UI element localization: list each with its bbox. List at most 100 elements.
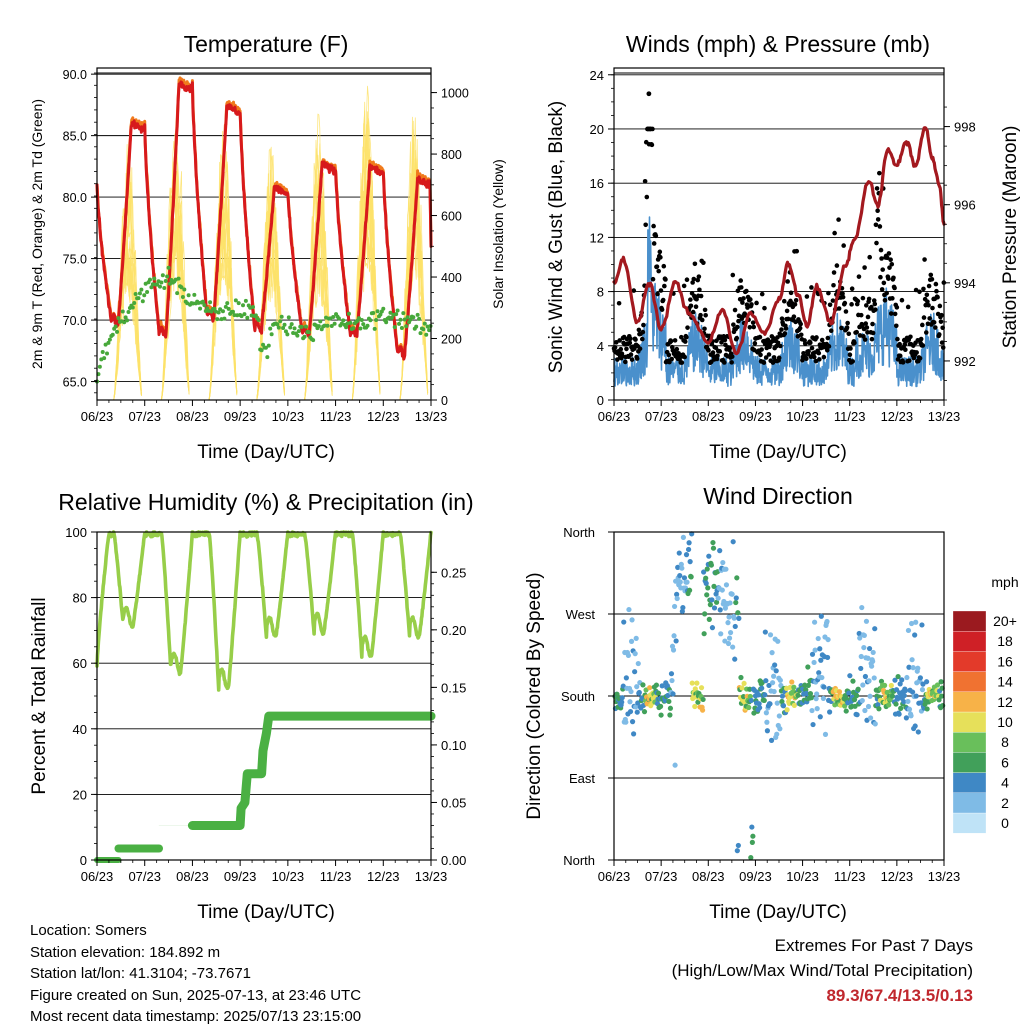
direction-point xyxy=(710,539,716,546)
gust-point xyxy=(927,316,932,321)
winds-panel: Winds (mph) & Pressure (mb) Sonic Wind &… xyxy=(546,31,1021,463)
dewpoint-point xyxy=(372,326,377,331)
gust-point xyxy=(734,335,740,341)
direction-point xyxy=(623,719,629,725)
gust-point xyxy=(903,347,908,353)
humidity-ylabel-left: Percent & Total Rainfall xyxy=(29,597,50,794)
direction-point xyxy=(860,682,866,688)
gust-point xyxy=(650,126,655,132)
humidity-xtick-label: 13/23 xyxy=(415,869,448,884)
gust-point xyxy=(886,276,891,281)
direction-point xyxy=(824,654,831,661)
dewpoint-point xyxy=(120,309,125,314)
direction-point xyxy=(918,700,924,706)
winds-left-ytick-label: 24 xyxy=(590,68,604,83)
dewpoint-point xyxy=(176,276,181,281)
gust-point xyxy=(662,283,667,289)
gust-point xyxy=(930,305,935,311)
gust-point xyxy=(873,222,879,228)
gust-point xyxy=(717,349,723,354)
temperature-xtick-label: 13/23 xyxy=(415,409,448,424)
direction-point xyxy=(822,731,829,737)
temperature-frame xyxy=(96,67,432,401)
dewpoint-point xyxy=(162,286,167,291)
gust-point xyxy=(892,285,897,291)
dewpoint-point xyxy=(405,315,410,320)
gust-point xyxy=(928,272,934,278)
legend-swatch xyxy=(952,812,987,834)
direction-point xyxy=(692,703,698,710)
direction-point xyxy=(791,702,797,708)
dewpoint-point xyxy=(139,287,144,292)
dewpoint-point xyxy=(302,334,307,339)
direction-point xyxy=(748,697,754,704)
direction-point xyxy=(910,665,916,671)
direction-point xyxy=(718,631,724,637)
dewpoint-point xyxy=(253,313,258,318)
direction-point xyxy=(739,685,745,691)
dewpoint-point xyxy=(285,332,290,337)
extremes-values: 89.3/67.4/13.5/0.13 xyxy=(826,986,973,1005)
sonic-wind-line xyxy=(613,216,945,388)
gust-point xyxy=(824,347,830,353)
gust-point xyxy=(819,337,825,343)
gust-point xyxy=(688,297,693,302)
direction-point xyxy=(709,597,715,603)
dewpoint-point xyxy=(230,309,235,314)
direction-point xyxy=(862,673,869,680)
direction-xtick-label: 13/23 xyxy=(928,869,961,884)
gust-point xyxy=(791,314,797,319)
gust-point xyxy=(871,298,877,303)
gust-point xyxy=(722,360,727,365)
dewpoint-point xyxy=(256,317,261,322)
temperature-panel: Temperature (F) 2m & 9m T (Red, Orange) … xyxy=(29,31,506,463)
direction-point xyxy=(683,552,690,558)
winds-left-ytick-label: 8 xyxy=(597,285,604,300)
gust-point xyxy=(893,323,899,329)
direction-point xyxy=(680,534,686,540)
dewpoint-point xyxy=(388,310,393,315)
gust-point xyxy=(643,222,648,228)
gust-point xyxy=(616,300,622,306)
gust-point xyxy=(706,348,711,353)
gust-point xyxy=(761,360,767,365)
gust-point xyxy=(826,290,831,296)
gust-point xyxy=(644,194,650,200)
direction-point xyxy=(636,689,642,696)
direction-point xyxy=(886,702,892,708)
gust-point xyxy=(802,341,808,346)
direction-point xyxy=(680,605,686,611)
dewpoint-point xyxy=(186,293,191,298)
direction-point xyxy=(915,665,921,671)
direction-point xyxy=(898,705,904,711)
gust-point xyxy=(793,297,799,303)
gust-point xyxy=(654,264,660,269)
gust-point xyxy=(827,302,833,308)
direction-point xyxy=(717,548,723,554)
direction-point xyxy=(692,686,698,692)
gust-point xyxy=(873,307,878,312)
direction-point xyxy=(677,579,683,585)
humidity-left-ytick-label: 100 xyxy=(65,525,87,540)
dewpoint-point xyxy=(399,326,404,331)
gust-point xyxy=(900,360,906,365)
gust-point xyxy=(656,268,661,274)
direction-point xyxy=(746,704,752,711)
direction-point xyxy=(836,689,843,695)
gust-point xyxy=(766,352,772,357)
humidity-xtick-label: 06/23 xyxy=(81,869,114,884)
dewpoint-point xyxy=(263,345,268,350)
dewpoint-point xyxy=(288,325,293,330)
gust-point xyxy=(736,318,741,324)
dewpoint-point xyxy=(149,285,154,290)
gust-point xyxy=(639,336,645,342)
humidity-xtick-label: 09/23 xyxy=(224,869,257,884)
dewpoint-point xyxy=(421,327,426,332)
gust-point xyxy=(668,338,674,344)
dewpoint-point xyxy=(245,315,250,320)
gust-point xyxy=(842,300,848,306)
gust-point xyxy=(879,287,885,292)
gust-point xyxy=(841,243,846,248)
gust-point xyxy=(624,346,629,352)
direction-point xyxy=(688,574,694,580)
